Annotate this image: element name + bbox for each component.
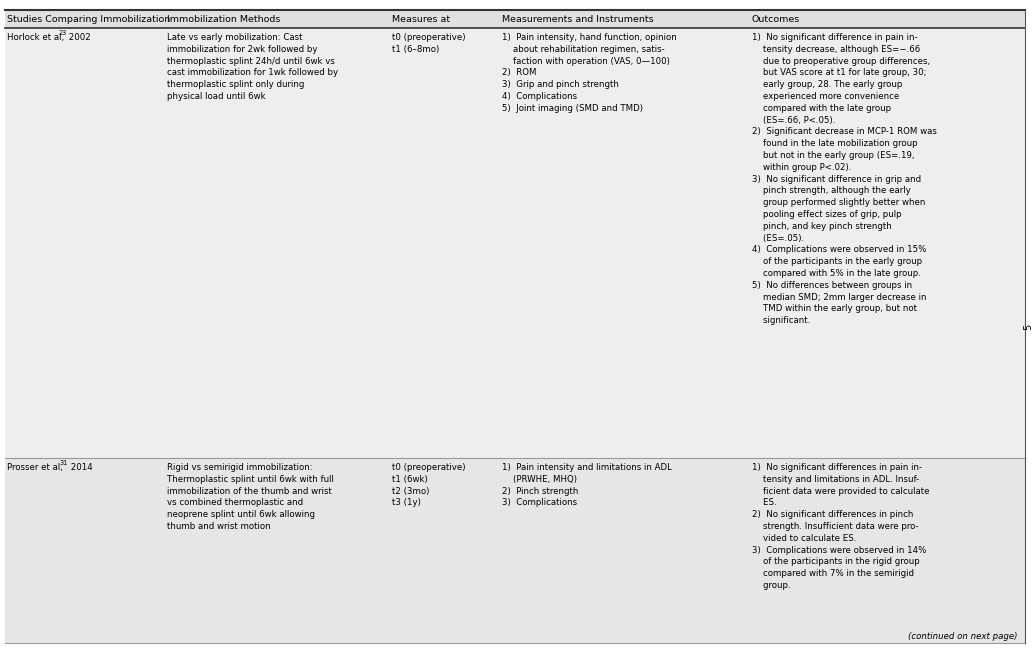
- Text: Horlock et al,: Horlock et al,: [7, 33, 64, 42]
- Text: 1)  Pain intensity and limitations in ADL
    (PRWHE, MHQ)
2)  Pinch strength
3): 1) Pain intensity and limitations in ADL…: [502, 463, 671, 507]
- Text: 23: 23: [58, 30, 66, 36]
- Text: Outcomes: Outcomes: [752, 14, 801, 24]
- Text: 2002: 2002: [66, 33, 91, 42]
- Text: Rigid vs semirigid immobilization:
Thermoplastic splint until 6wk with full
immo: Rigid vs semirigid immobilization: Therm…: [167, 463, 334, 531]
- Bar: [5, 28, 1025, 458]
- Text: Measures at: Measures at: [392, 14, 450, 24]
- Text: Late vs early mobilization: Cast
immobilization for 2wk followed by
thermoplasti: Late vs early mobilization: Cast immobil…: [167, 33, 338, 101]
- Text: Immobilization Methods: Immobilization Methods: [167, 14, 280, 24]
- Text: t0 (preoperative)
t1 (6–8mo): t0 (preoperative) t1 (6–8mo): [392, 33, 466, 54]
- Text: 31: 31: [60, 460, 68, 466]
- Text: t0 (preoperative)
t1 (6wk)
t2 (3mo)
t3 (1y): t0 (preoperative) t1 (6wk) t2 (3mo) t3 (…: [392, 463, 466, 507]
- Text: Measurements and Instruments: Measurements and Instruments: [502, 14, 654, 24]
- Text: Prosser et al,: Prosser et al,: [7, 463, 63, 472]
- Bar: [5, 458, 1025, 643]
- Text: 1)  Pain intensity, hand function, opinion
    about rehabilitation regimen, sat: 1) Pain intensity, hand function, opinio…: [502, 33, 677, 113]
- Bar: [5, 10, 1025, 28]
- Text: (continued on next page): (continued on next page): [908, 632, 1018, 641]
- Text: Studies Comparing Immobilization: Studies Comparing Immobilization: [7, 14, 170, 24]
- Text: 2014: 2014: [68, 463, 93, 472]
- Text: 5: 5: [1023, 323, 1033, 330]
- Text: 1)  No significant difference in pain in-
    tensity decrease, although ES=−.66: 1) No significant difference in pain in-…: [752, 33, 937, 325]
- Text: 1)  No significant differences in pain in-
    tensity and limitations in ADL. I: 1) No significant differences in pain in…: [752, 463, 930, 590]
